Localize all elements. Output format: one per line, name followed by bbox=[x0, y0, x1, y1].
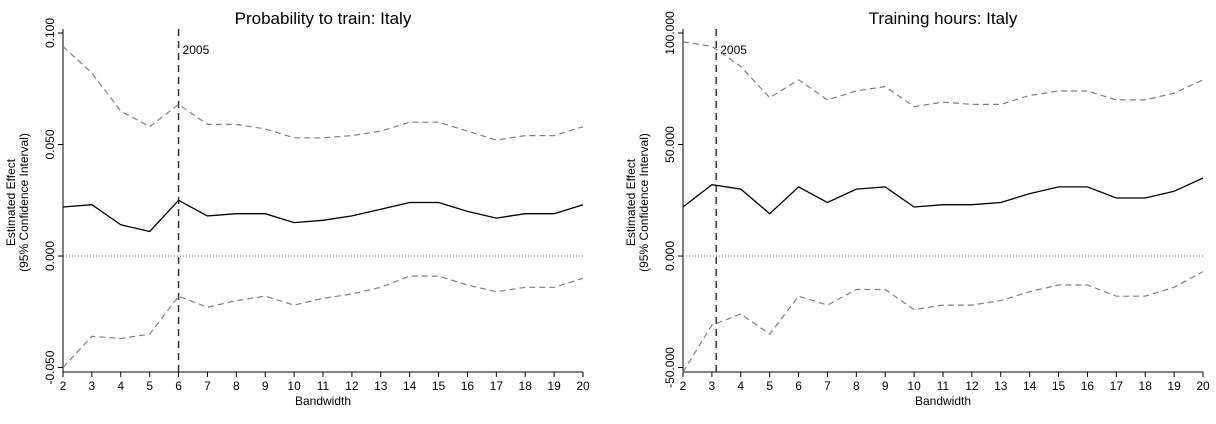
x-tick-label: 8 bbox=[853, 379, 860, 393]
x-tick-label: 19 bbox=[1167, 379, 1181, 393]
x-tick-label: 20 bbox=[1196, 379, 1210, 393]
y-axis-title: (95% Confidence Interval) bbox=[637, 133, 651, 272]
x-tick-label: 11 bbox=[317, 379, 330, 393]
x-tick-label: 17 bbox=[1110, 379, 1124, 393]
x-tick-label: 10 bbox=[287, 379, 301, 393]
x-axis-title: Bandwidth bbox=[915, 394, 971, 408]
x-tick-label: 3 bbox=[709, 379, 716, 393]
x-tick-label: 6 bbox=[795, 379, 802, 393]
x-tick-label: 14 bbox=[403, 379, 417, 393]
chart-training-hours: Training hours: Italy 2 3 4 5 6 7 8 9 10 11 12 13 14 1… bbox=[608, 0, 1216, 419]
x-tick-label: 19 bbox=[547, 379, 561, 393]
x-tick-label: 12 bbox=[965, 379, 979, 393]
y-tick-label: 100.000 bbox=[663, 11, 677, 55]
x-tick-label: 3 bbox=[89, 379, 96, 393]
y-tick-label: 50.000 bbox=[663, 126, 677, 163]
series-line-estimate bbox=[63, 200, 583, 231]
chart-probability-to-train: Probability to train: Italy 2 3 4 5 6 7 8 9 10 11 1… bbox=[0, 0, 600, 419]
x-tick-label: 9 bbox=[882, 379, 889, 393]
x-tick-label: 14 bbox=[1023, 379, 1037, 393]
y-tick-label: -0.050 bbox=[43, 350, 57, 384]
x-tick-label: 8 bbox=[233, 379, 240, 393]
x-tick-label: 11 bbox=[937, 379, 950, 393]
x-tick-label: 6 bbox=[175, 379, 182, 393]
x-tick-label: 18 bbox=[519, 379, 533, 393]
series-line-lower-ci bbox=[63, 276, 583, 367]
y-tick-label: -50.000 bbox=[663, 347, 677, 388]
x-axis-title: Bandwidth bbox=[295, 394, 351, 408]
x-tick-label: 5 bbox=[146, 379, 153, 393]
x-tick-label: 16 bbox=[461, 379, 475, 393]
y-tick-label: 0.050 bbox=[43, 129, 57, 159]
x-tick-label: 5 bbox=[766, 379, 773, 393]
y-tick-label: 0.100 bbox=[43, 18, 57, 48]
series-line-upper-ci bbox=[683, 42, 1203, 107]
x-tick-label: 7 bbox=[204, 379, 211, 393]
x-tick-label: 17 bbox=[490, 379, 504, 393]
y-tick-label: 0.000 bbox=[43, 241, 57, 271]
y-axis-title: Estimated Effect bbox=[624, 158, 638, 246]
chart-title: Probability to train: Italy bbox=[235, 9, 412, 28]
chart-svg-training-hours: Training hours: Italy 2 3 4 5 6 7 8 9 10 11 12 13 14 1… bbox=[608, 0, 1216, 419]
x-tick-label: 9 bbox=[262, 379, 269, 393]
series-line-estimate bbox=[683, 178, 1203, 214]
series-line-upper-ci bbox=[63, 46, 583, 140]
x-tick-label: 10 bbox=[907, 379, 921, 393]
x-tick-label: 18 bbox=[1139, 379, 1153, 393]
chart-svg-probability: Probability to train: Italy 2 3 4 5 6 7 8 9 10 11 1… bbox=[0, 0, 600, 419]
y-axis-title: Estimated Effect bbox=[4, 158, 18, 246]
x-tick-label: 2 bbox=[680, 379, 687, 393]
x-tick-label: 16 bbox=[1081, 379, 1095, 393]
x-tick-label: 13 bbox=[994, 379, 1008, 393]
reference-line-label: 2005 bbox=[183, 43, 210, 57]
x-tick-label: 20 bbox=[576, 379, 590, 393]
x-tick-label: 4 bbox=[117, 379, 124, 393]
y-tick-label: 0.000 bbox=[663, 241, 677, 271]
chart-title: Training hours: Italy bbox=[869, 9, 1018, 28]
x-tick-label: 2 bbox=[60, 379, 67, 393]
x-tick-label: 13 bbox=[374, 379, 388, 393]
x-tick-label: 15 bbox=[432, 379, 446, 393]
y-axis-title: (95% Confidence Interval) bbox=[17, 133, 31, 272]
x-tick-label: 12 bbox=[345, 379, 359, 393]
x-tick-label: 15 bbox=[1052, 379, 1066, 393]
series-line-lower-ci bbox=[683, 272, 1203, 372]
x-tick-label: 4 bbox=[737, 379, 744, 393]
x-tick-label: 7 bbox=[824, 379, 831, 393]
